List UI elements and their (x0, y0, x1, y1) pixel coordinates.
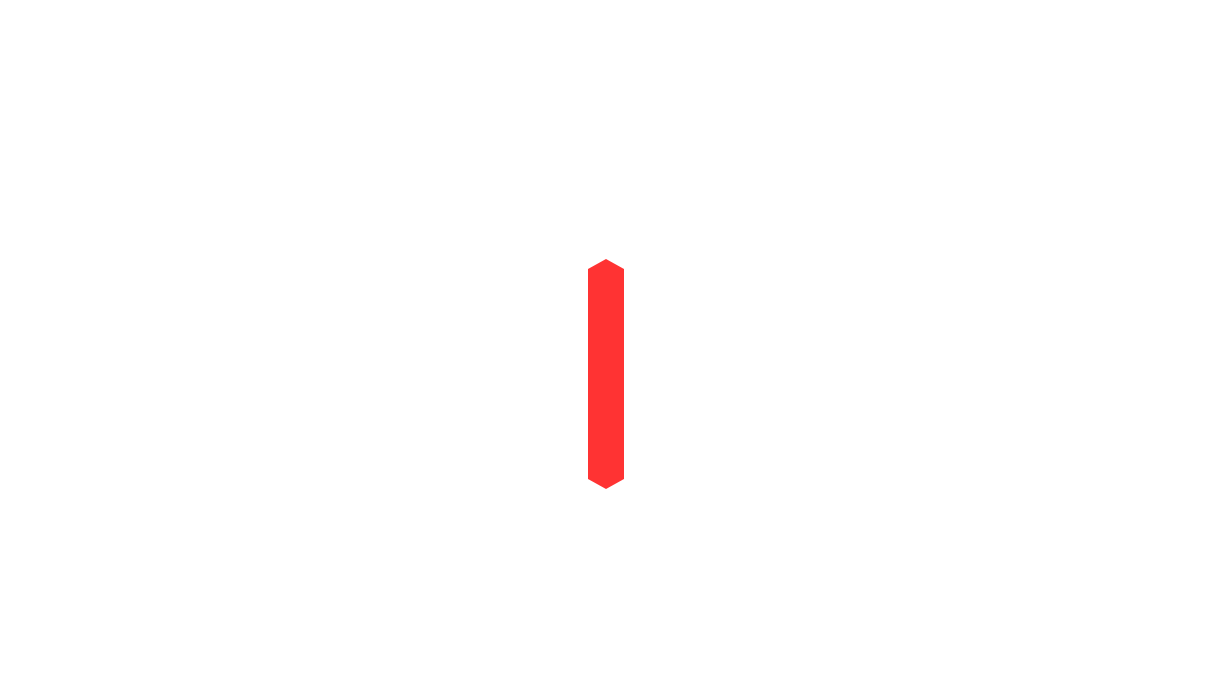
red-vertical-segment (587, 259, 625, 489)
segment-polygon (588, 259, 624, 489)
segment-shape (588, 259, 624, 489)
